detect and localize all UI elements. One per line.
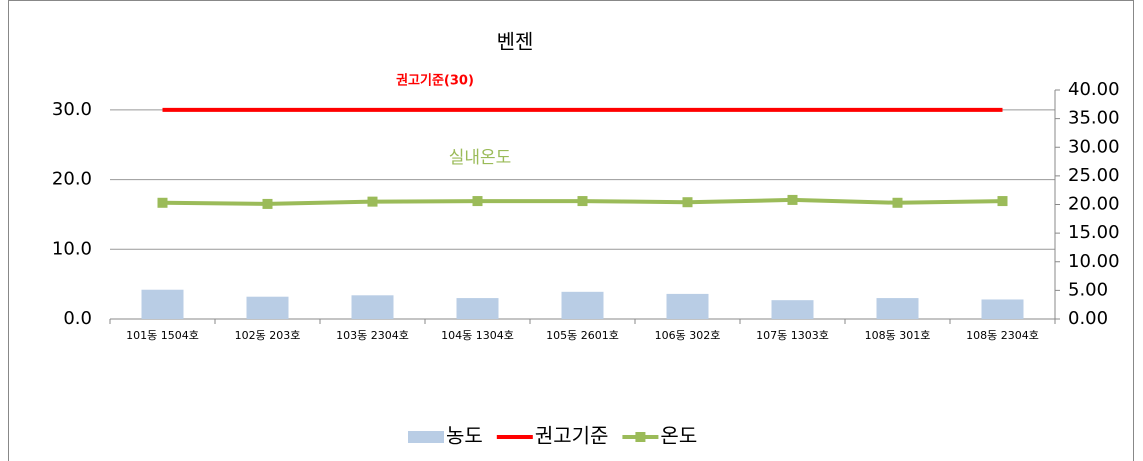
legend-label: 온도: [660, 424, 697, 448]
chart-frame: [8, 0, 1134, 461]
bar: [666, 293, 709, 319]
x-tick-label: 102동 203호: [235, 329, 301, 342]
marker: [472, 196, 483, 207]
y-tick-label: 10.0: [52, 238, 92, 259]
annotation: 실내온도: [449, 148, 512, 168]
y2-tick-label: 30.00: [1068, 136, 1120, 157]
marker: [577, 196, 588, 207]
y2-tick-label: 20.00: [1068, 194, 1120, 215]
bar: [141, 289, 184, 319]
x-tick-label: 108동 301호: [865, 329, 931, 342]
marker: [157, 197, 168, 208]
marker: [892, 197, 903, 208]
bar: [876, 298, 919, 319]
y-tick-label: 0.0: [63, 308, 92, 329]
legend-swatch: [408, 431, 444, 443]
x-tick-label: 103동 2304호: [336, 329, 409, 342]
legend-swatch: [635, 432, 646, 442]
x-tick-label: 105동 2601호: [546, 329, 619, 342]
bar: [351, 295, 394, 319]
bar: [561, 291, 604, 319]
legend-label: 권고기준: [535, 424, 609, 448]
bar: [246, 296, 289, 319]
marker: [367, 196, 378, 207]
x-tick-label: 106동 302호: [655, 329, 721, 342]
y2-tick-label: 40.00: [1068, 79, 1120, 100]
y2-tick-label: 5.00: [1068, 279, 1108, 300]
y2-tick-label: 25.00: [1068, 165, 1120, 186]
bar: [981, 299, 1024, 319]
marker: [997, 196, 1008, 207]
y2-tick-label: 15.00: [1068, 222, 1120, 243]
y2-tick-label: 35.00: [1068, 108, 1120, 129]
marker: [682, 197, 693, 208]
bar: [771, 300, 814, 319]
y2-tick-label: 10.00: [1068, 251, 1120, 272]
y2-tick-label: 0.00: [1068, 308, 1108, 329]
x-tick-label: 104동 1304호: [441, 329, 514, 342]
marker: [787, 194, 798, 205]
bar: [456, 298, 499, 319]
x-tick-label: 107동 1303호: [756, 329, 829, 342]
chart-title: 벤젠: [497, 30, 534, 54]
x-tick-label: 108동 2304호: [966, 329, 1039, 342]
annotation: 권고기준(30): [396, 74, 474, 89]
y-tick-label: 20.0: [52, 169, 92, 190]
legend-label: 농도: [446, 424, 483, 448]
y-tick-label: 30.0: [52, 99, 92, 120]
x-tick-label: 101동 1504호: [126, 329, 199, 342]
marker: [262, 198, 273, 209]
